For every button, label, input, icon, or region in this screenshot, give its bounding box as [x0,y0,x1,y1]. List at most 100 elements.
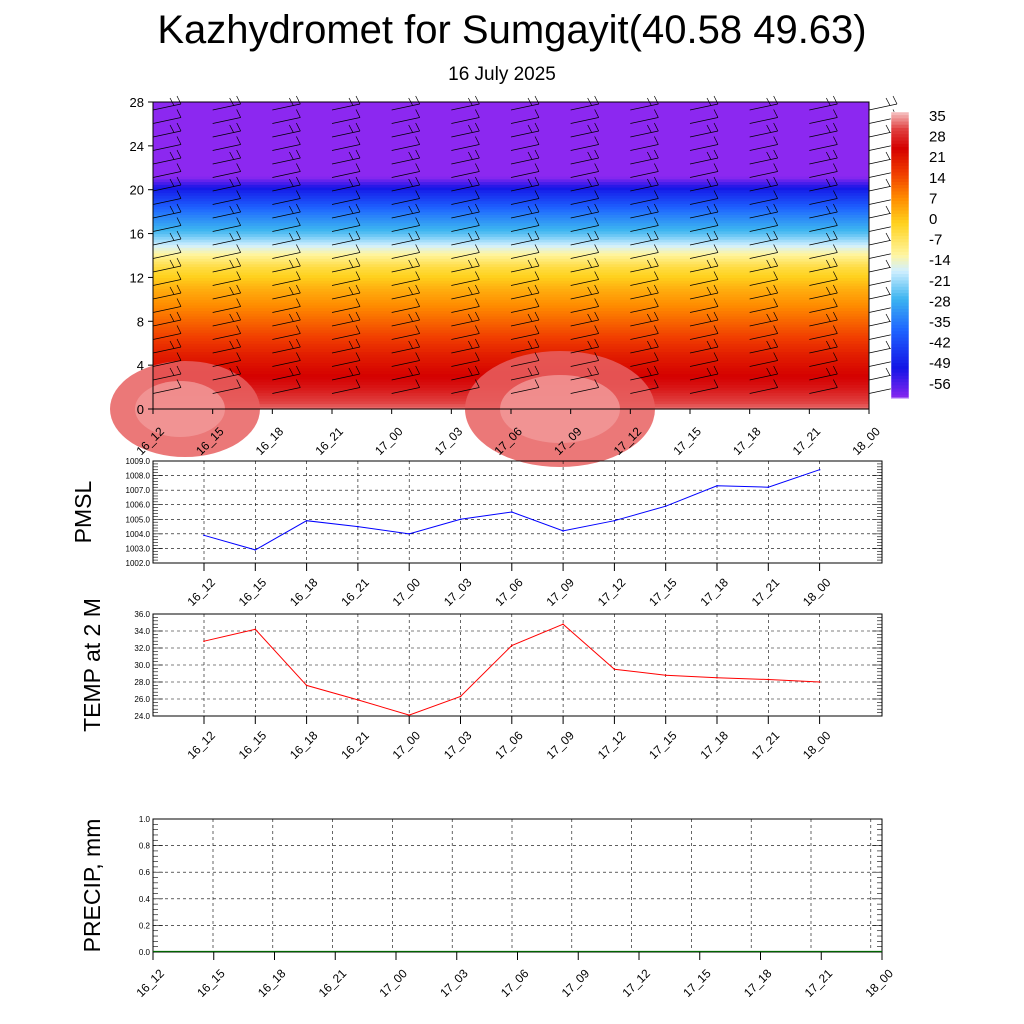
wind-barb [331,365,361,381]
wind-barb-flag [236,257,241,267]
wind-barb-flag [355,109,361,118]
wind-barb-shaft [749,157,778,165]
colorbar-cell [891,385,909,390]
wind-barb [391,217,420,232]
colorbar-cell [891,270,909,275]
wind-barb-flag [833,244,838,253]
heatmap-band [153,192,869,196]
y-tick-label: 28 [130,95,144,110]
wind-barb [749,325,778,340]
wind-barb [272,149,301,165]
wind-barb-shaft [451,292,480,300]
wind-barb-shaft [510,333,540,340]
heatmap-band [153,197,869,202]
wind-barb-flag [647,340,652,349]
wind-barb [391,284,420,300]
wind-barb-shaft [630,319,659,327]
wind-barb [630,257,659,273]
y-tick-label: 28.0 [134,678,150,687]
wind-barb-flag [355,271,361,280]
wind-barb-flag [892,95,898,105]
heatmap-band [153,260,869,265]
wind-barb [689,122,719,138]
y-tick-label: 1.0 [139,815,151,824]
heatmap-band [153,356,869,361]
wind-barb-flag [647,286,652,295]
wind-barb [749,176,778,192]
wind-barb [212,365,241,381]
colorbar-cell [891,283,909,288]
wind-barb-shaft [212,292,241,300]
wind-barb-flag [527,151,533,160]
wind-barb [212,298,241,313]
wind-barb-flag [587,313,592,322]
x-tick-label: 17_06 [498,966,532,1000]
wind-barb [272,352,301,367]
wind-barb-flag [176,271,182,280]
x-tick-label: 17_06 [492,575,526,609]
x-tick-label: 16_18 [287,728,321,762]
wind-barb-shaft [451,117,480,124]
wind-barb-flag [594,95,599,105]
wind-barb-shaft [152,171,182,178]
wind-barb [391,365,420,381]
wind-barb-flag [415,352,420,361]
wind-barb-shaft [630,171,659,178]
wind-barb [689,379,719,394]
wind-barb-flag [229,205,234,214]
wind-barb-shaft [272,238,301,246]
data-point [357,525,359,528]
wind-barb-shaft [809,319,838,327]
heatmap-band [153,250,869,254]
wind-barb [510,257,540,273]
wind-barb-shaft [630,265,659,273]
wind-barb-shaft [510,387,540,394]
wind-barb [212,352,241,367]
y-tick-label: 1005.0 [126,515,151,524]
wind-barb-shaft [570,171,599,178]
wind-barb [749,136,778,151]
wind-barb-shaft [809,387,838,394]
colorbar-cell [891,153,909,158]
wind-barb-shaft [630,252,659,259]
wind-barb-shaft [391,306,420,313]
wind-barb [570,176,599,192]
wind-barb-shaft [510,184,540,192]
wind-barb-shaft [570,306,599,313]
heatmap-band [153,107,869,111]
data-point [511,511,513,513]
wind-barb-flag [468,124,473,133]
wind-barb-flag [654,284,659,294]
wind-barb [212,230,241,246]
wind-barb-flag [534,271,540,280]
wind-barb-flag [713,190,719,199]
colorbar-label: 7 [929,190,937,207]
heatmap-band [153,318,869,322]
wind-barb-flag [773,284,778,294]
wind-barb-flag [833,122,838,132]
wind-barb [212,271,241,286]
wind-barb-shaft [510,279,540,286]
wind-barb-flag [706,286,712,295]
wind-barb-shaft [510,252,540,259]
wind-barb-flag [773,217,778,226]
wind-barb-shaft [689,360,719,367]
wind-barb-shaft [809,333,838,340]
wind-barb [510,136,540,151]
colorbar-cell [891,229,909,234]
x-tick-label: 16_15 [236,728,270,762]
colorbar-label: -7 [929,232,942,249]
wind-barb-flag [415,325,420,334]
wind-barb-flag [534,379,540,388]
heatmap-band [153,159,869,163]
wind-barb-flag [468,367,473,376]
wind-barb-flag [415,244,420,253]
wind-barb-flag [587,259,592,268]
wind-barb [152,284,182,300]
y-tick-label: 24.0 [134,712,150,721]
wind-barb [630,352,659,367]
heatmap-band [153,104,869,109]
heatmap-band [153,326,869,331]
wind-barb-flag [415,298,420,307]
wind-barb [272,271,301,286]
